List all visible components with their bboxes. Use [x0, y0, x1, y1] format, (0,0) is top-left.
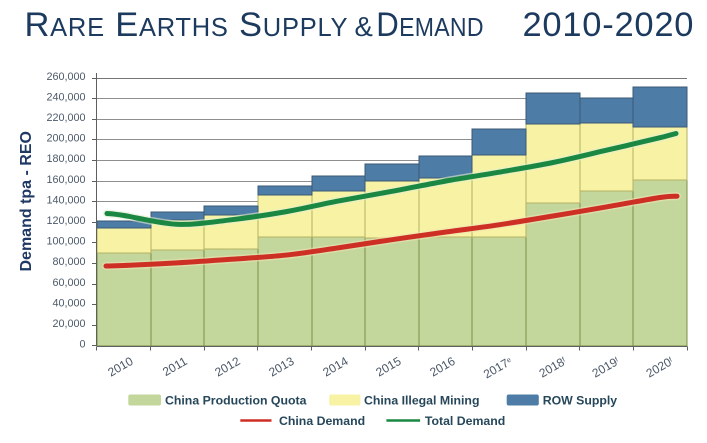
svg-text:180,000: 180,000: [46, 153, 85, 165]
svg-text:140,000: 140,000: [46, 194, 85, 206]
svg-text:40,000: 40,000: [52, 297, 85, 309]
svg-text:240,000: 240,000: [46, 91, 85, 103]
svg-text:20,000: 20,000: [52, 318, 85, 330]
svg-text:160,000: 160,000: [46, 174, 85, 186]
svg-text:220,000: 220,000: [46, 112, 85, 124]
svg-text:China Demand: China Demand: [279, 414, 365, 428]
svg-text:ROW Supply: ROW Supply: [543, 394, 618, 408]
svg-text:200,000: 200,000: [46, 133, 85, 145]
svg-text:Total Demand: Total Demand: [425, 414, 505, 428]
svg-text:100,000: 100,000: [46, 236, 85, 248]
svg-text:Demand tpa - REO: Demand tpa - REO: [18, 131, 35, 271]
svg-text:80,000: 80,000: [52, 256, 85, 268]
svg-text:0: 0: [79, 339, 85, 351]
svg-text:120,000: 120,000: [46, 215, 85, 227]
svg-text:60,000: 60,000: [52, 277, 85, 289]
svg-text:260,000: 260,000: [46, 71, 85, 83]
svg-text:2010-2020: 2010-2020: [523, 6, 695, 44]
svg-text:China Production Quota: China Production Quota: [165, 394, 307, 408]
svg-text:China Illegal Mining: China Illegal Mining: [364, 394, 479, 408]
svg-text:&: &: [355, 11, 373, 42]
